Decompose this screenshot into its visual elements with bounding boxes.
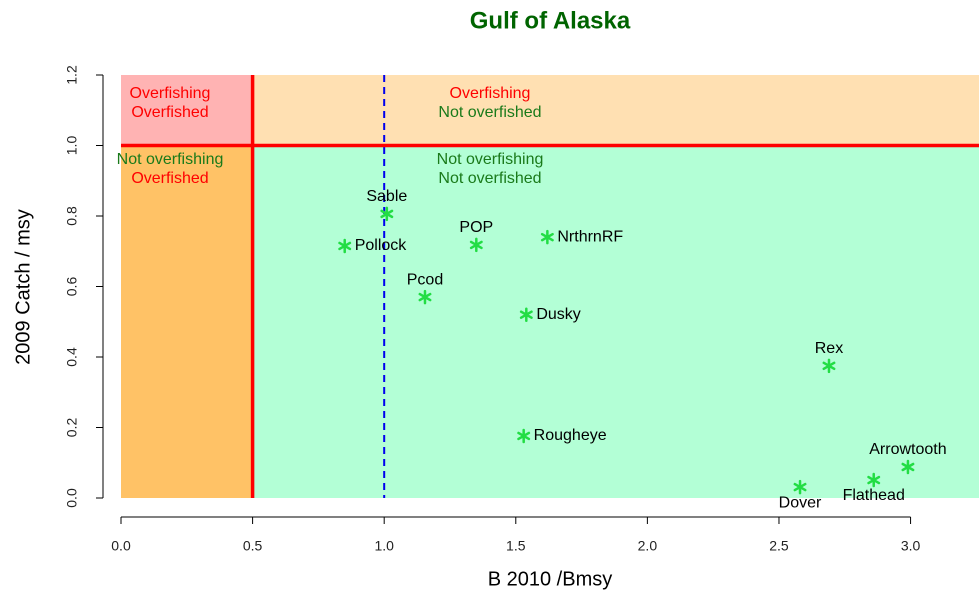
y-tick-label: 0.0 (64, 488, 80, 508)
x-axis-label: B 2010 /Bmsy (488, 568, 613, 590)
zone-label: Overfished (131, 104, 208, 121)
x-tick-label: 1.5 (506, 538, 526, 554)
point (380, 206, 394, 222)
y-tick-label: 1.2 (64, 65, 80, 85)
zone (252, 75, 979, 146)
point (338, 238, 352, 254)
point-label: Arrowtooth (869, 441, 946, 458)
y-tick-label: 0.2 (64, 418, 80, 438)
point (519, 307, 533, 322)
zone (252, 145, 979, 498)
y-tick-label: 0.4 (64, 347, 80, 367)
zone-label: Overfished (131, 170, 208, 187)
x-tick-label: 2.0 (638, 538, 658, 554)
y-tick-label: 0.6 (64, 277, 80, 297)
point-label: Pollock (355, 237, 408, 254)
zone-label: Overfishing (130, 85, 211, 102)
x-tick-label: 2.5 (769, 538, 789, 554)
zone (121, 75, 253, 146)
point-label: POP (459, 219, 493, 236)
point (822, 358, 836, 374)
point-label: NrthrnRF (557, 228, 623, 245)
y-tick-label: 1.0 (64, 136, 80, 156)
point-label: Dover (779, 494, 822, 511)
zone-label: Not overfished (438, 170, 541, 187)
point-label: Dusky (536, 306, 580, 323)
point-label: Rougheye (534, 427, 607, 444)
y-axis-label: 2009 Catch / msy (12, 209, 34, 365)
zone (121, 145, 253, 498)
point-label: Flathead (843, 487, 905, 504)
zone-label: Not overfishing (437, 151, 544, 168)
y-tick-label: 0.8 (64, 206, 80, 226)
zone-label: Overfishing (450, 85, 531, 102)
point (540, 229, 554, 245)
point (867, 472, 881, 488)
point (901, 459, 915, 475)
point (517, 428, 531, 444)
point-label: Rex (815, 340, 843, 357)
x-tick-label: 0.5 (243, 538, 263, 554)
point (418, 289, 432, 305)
x-tick-label: 0.0 (111, 538, 131, 554)
zone-label: Not overfished (438, 104, 541, 121)
point (793, 479, 807, 495)
point-label: Sable (366, 188, 407, 205)
point-label: Pcod (407, 271, 443, 288)
point (469, 237, 483, 253)
chart-title: Gulf of Alaska (470, 7, 631, 34)
x-tick-label: 1.0 (374, 538, 394, 554)
zone-label: Not overfishing (117, 151, 224, 168)
x-tick-label: 3.0 (901, 538, 921, 554)
